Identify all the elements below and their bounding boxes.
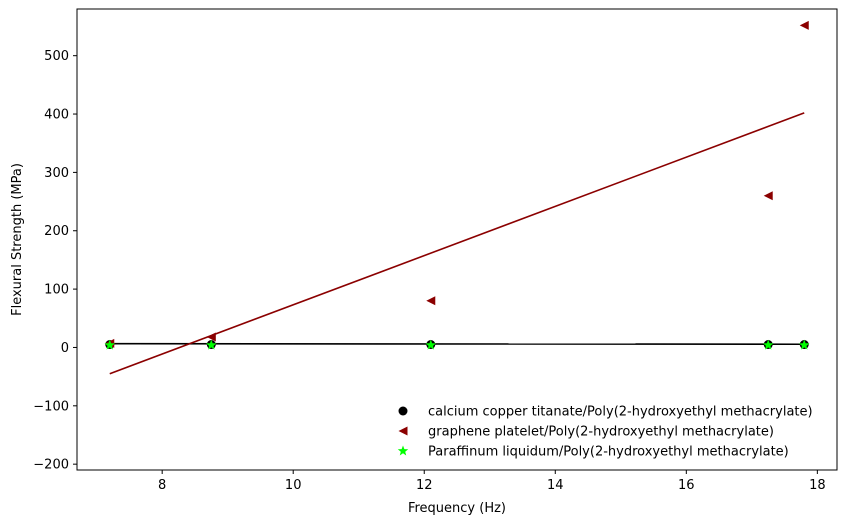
y-tick-label: 0 [61, 341, 69, 356]
data-point-series-1 [206, 332, 216, 342]
data-point-series-1 [426, 296, 436, 306]
x-tick-label: 10 [285, 478, 302, 493]
y-tick-label: 300 [44, 166, 69, 181]
x-axis: 8 10 12 14 16 18 [158, 470, 826, 493]
data-point-series-1 [799, 20, 809, 30]
x-axis-label: Frequency (Hz) [408, 501, 506, 516]
y-axis: −200 −100 0 100 200 300 400 500 [33, 49, 77, 473]
x-tick-label: 16 [678, 478, 695, 493]
legend-marker [398, 406, 408, 416]
y-axis-label: Flexural Strength (MPa) [10, 163, 25, 316]
y-tick-label: −100 [33, 399, 69, 414]
x-tick-label: 14 [547, 478, 564, 493]
data-point-series-1 [763, 191, 773, 201]
data-point-series-2 [206, 339, 217, 350]
data-point-series-2 [799, 339, 810, 350]
legend-entry-label: graphene platelet/Poly(2-hydroxyethyl me… [428, 425, 774, 440]
y-tick-label: −200 [33, 458, 69, 473]
y-tick-label: 200 [44, 224, 69, 239]
legend-marker [397, 445, 409, 456]
legend: calcium copper titanate/Poly(2-hydroxyet… [397, 405, 813, 460]
legend-marker [398, 426, 408, 436]
y-tick-label: 400 [44, 108, 69, 123]
legend-entry-label: Paraffinum liquidum/Poly(2-hydroxyethyl … [428, 445, 789, 460]
plot-frame [76, 8, 838, 471]
legend-entry-label: calcium copper titanate/Poly(2-hydroxyet… [428, 405, 813, 420]
y-tick-label: 500 [44, 49, 69, 64]
plot-area [104, 20, 810, 375]
trend-line-series-0 [109, 342, 805, 346]
x-tick-label: 12 [416, 478, 433, 493]
y-tick-label: 100 [44, 283, 69, 298]
x-tick-label: 8 [158, 478, 166, 493]
data-point-series-2 [762, 339, 774, 350]
x-tick-label: 18 [809, 478, 826, 493]
data-point-series-2 [425, 339, 437, 350]
trend-line-series-1 [109, 112, 805, 375]
data-point-series-2 [104, 339, 115, 350]
